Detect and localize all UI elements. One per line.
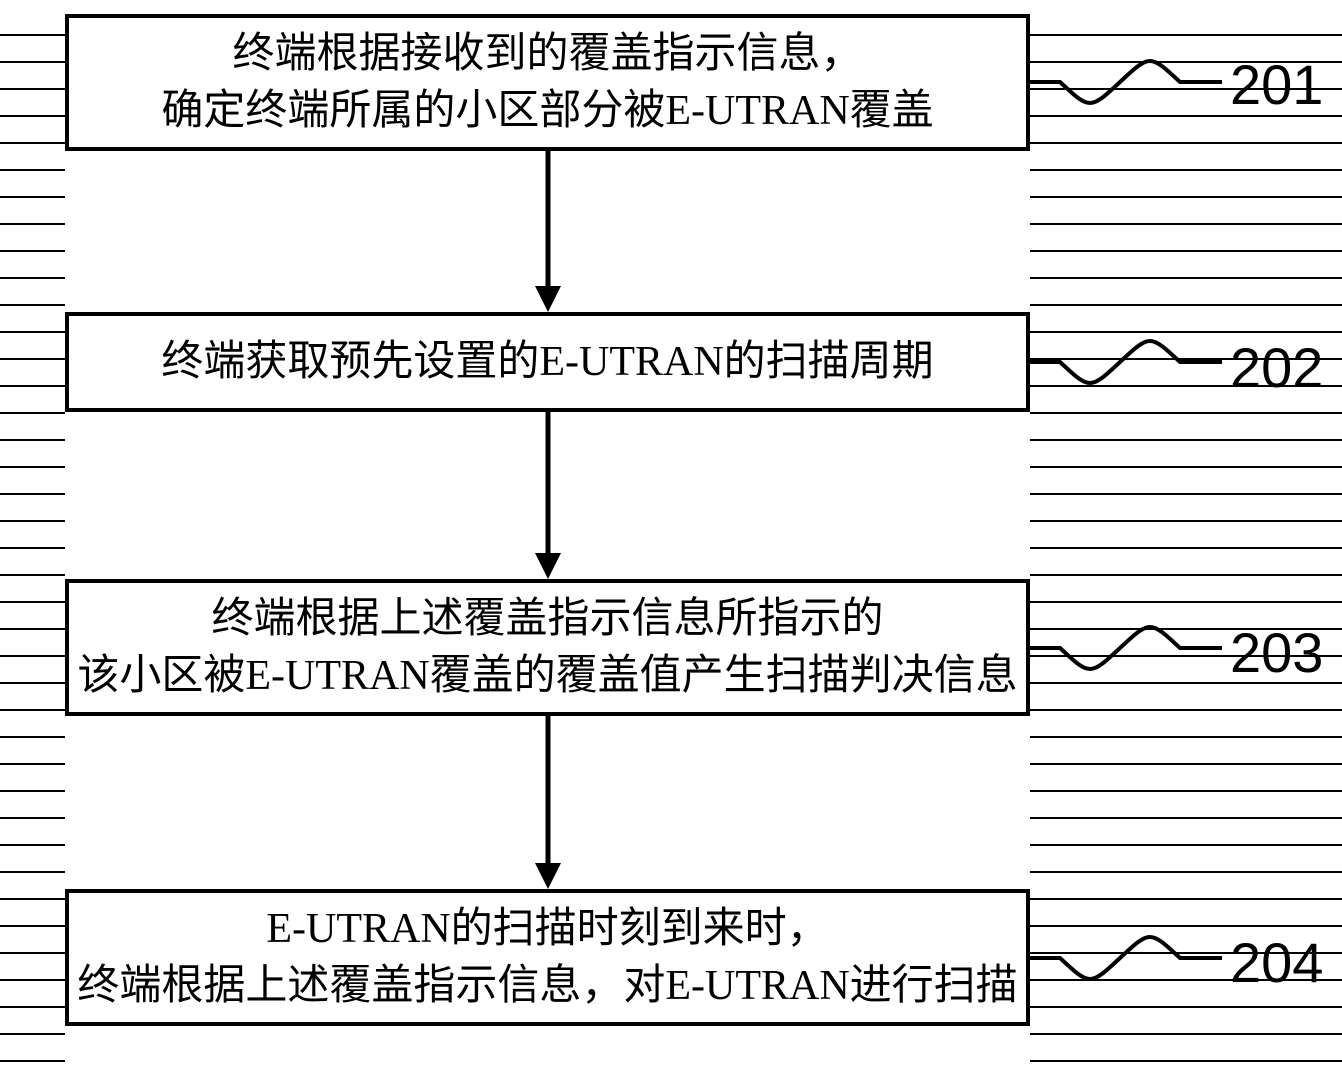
label-connector-wave [1030,341,1222,383]
flow-step-box: 终端根据接收到的覆盖指示信息，确定终端所属的小区部分被E-UTRAN覆盖 [65,14,1030,151]
hatch-line [0,169,65,171]
hatch-line [0,61,65,63]
flow-step-text: 终端获取预先设置的E-UTRAN的扫描周期 [161,334,933,391]
hatch-line [0,844,65,846]
hatch-line [0,790,65,792]
hatch-line [0,277,65,279]
hatch-line [0,736,65,738]
step-number-label: 202 [1230,335,1323,400]
hatch-line [1030,1006,1342,1008]
step-number-label: 204 [1230,930,1323,995]
hatch-line [0,925,65,927]
flow-arrow-head [535,286,561,312]
hatch-line [1030,925,1342,927]
hatch-line [1030,574,1342,576]
flow-step-box: 终端获取预先设置的E-UTRAN的扫描周期 [65,312,1030,412]
hatch-line [0,385,65,387]
hatch-line [1030,277,1342,279]
hatch-line [1030,223,1342,225]
hatch-line [1030,547,1342,549]
flow-step-box: E-UTRAN的扫描时刻到来时，终端根据上述覆盖指示信息，对E-UTRAN进行扫… [65,889,1030,1026]
hatch-line [0,952,65,954]
hatch-line [1030,331,1342,333]
flow-step-text: 终端根据接收到的覆盖指示信息， [232,26,862,83]
hatch-line [1030,304,1342,306]
hatch-line [0,304,65,306]
hatch-line [1030,1060,1342,1062]
hatch-line [0,628,65,630]
hatch-line [0,1060,65,1062]
hatch-line [0,88,65,90]
hatch-line [0,979,65,981]
hatch-line [1030,196,1342,198]
hatch-line [1030,493,1342,495]
diagram-canvas: 终端根据接收到的覆盖指示信息，确定终端所属的小区部分被E-UTRAN覆盖终端获取… [0,0,1342,1092]
flow-step-text: 终端根据上述覆盖指示信息所指示的 [211,591,883,648]
hatch-line [0,871,65,873]
label-connector-wave [1030,61,1222,103]
hatch-line [1030,763,1342,765]
hatch-line [0,1033,65,1035]
hatch-line [0,601,65,603]
step-number-label: 201 [1230,52,1323,117]
hatch-line [1030,736,1342,738]
flow-step-text: 确定终端所属的小区部分被E-UTRAN覆盖 [161,83,933,140]
hatch-line [1030,709,1342,711]
hatch-line [1030,601,1342,603]
hatch-line [0,439,65,441]
hatch-line [1030,439,1342,441]
hatch-line [1030,817,1342,819]
hatch-line [1030,898,1342,900]
hatch-line [0,358,65,360]
hatch-line [0,115,65,117]
flow-arrow-head [535,553,561,579]
hatch-line [0,250,65,252]
hatch-line [0,709,65,711]
hatch-line [0,331,65,333]
hatch-line [0,547,65,549]
hatch-line [0,520,65,522]
hatch-line [0,763,65,765]
hatch-line [1030,871,1342,873]
hatch-line [0,466,65,468]
hatch-line [1030,466,1342,468]
hatch-line [1030,844,1342,846]
label-connector-wave [1030,937,1222,979]
hatch-line [0,142,65,144]
flow-step-box: 终端根据上述覆盖指示信息所指示的该小区被E-UTRAN覆盖的覆盖值产生扫描判决信… [65,579,1030,716]
hatch-line [1030,169,1342,171]
step-number-label: 203 [1230,620,1323,685]
hatch-line [0,574,65,576]
flow-step-text: E-UTRAN的扫描时刻到来时， [266,901,828,958]
hatch-line [0,898,65,900]
hatch-line [0,34,65,36]
hatch-line [0,655,65,657]
flow-arrow-head [535,863,561,889]
hatch-line [0,493,65,495]
hatch-line [0,196,65,198]
flow-step-text: 该小区被E-UTRAN覆盖的覆盖值产生扫描判决信息 [77,648,1017,705]
hatch-line [1030,412,1342,414]
hatch-line [1030,1033,1342,1035]
hatch-line [1030,34,1342,36]
hatch-line [0,223,65,225]
hatch-line [1030,790,1342,792]
flow-step-text: 终端根据上述覆盖指示信息，对E-UTRAN进行扫描 [77,958,1017,1015]
hatch-line [0,412,65,414]
label-connector-wave [1030,627,1222,669]
hatch-line [1030,142,1342,144]
hatch-line [0,1006,65,1008]
hatch-line [1030,250,1342,252]
hatch-line [1030,520,1342,522]
hatch-line [0,682,65,684]
hatch-line [0,817,65,819]
